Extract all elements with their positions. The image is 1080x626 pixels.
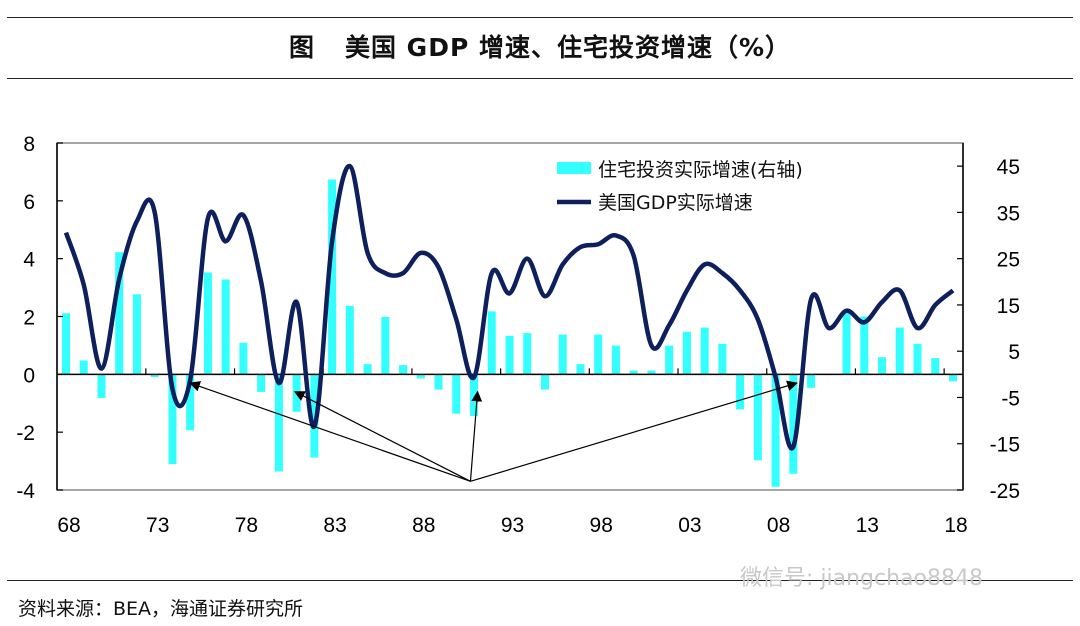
bar-2005 [718, 343, 727, 375]
bar-1980 [274, 374, 283, 472]
x-tick-label: 98 [590, 514, 613, 537]
bar-1996 [558, 334, 567, 375]
bar-1998 [594, 334, 603, 375]
title-text: 美国 GDP 增速、住宅投资增速（%） [344, 33, 792, 62]
left-tick-label: -2 [16, 422, 35, 445]
right-tick-label: 25 [997, 249, 1020, 272]
bar-1972 [132, 294, 141, 375]
x-tick-label: 88 [412, 514, 435, 537]
legend-bar-swatch [557, 162, 591, 174]
top-rule [7, 17, 1073, 18]
plot-frame [56, 142, 964, 491]
bar-2008 [771, 374, 780, 487]
bar-1992 [487, 311, 496, 375]
x-tick-label: 68 [57, 514, 80, 537]
right-tick-label: 45 [997, 156, 1020, 179]
right-tick-label: -15 [990, 434, 1020, 457]
bar-1987 [399, 365, 408, 375]
x-tick-label: 08 [767, 514, 790, 537]
chart-title: 图美国 GDP 增速、住宅投资增速（%） [0, 28, 1080, 64]
x-tick-label: 13 [856, 514, 879, 537]
x-tick-label: 93 [501, 514, 524, 537]
bar-1974 [168, 374, 177, 465]
bar-2002 [665, 345, 674, 375]
gdp-line [63, 163, 955, 451]
annotation-arrow-1980.9 [293, 391, 471, 482]
left-tick-label: 2 [23, 307, 35, 330]
right-tick-label: -25 [990, 480, 1020, 503]
title-bottom-rule [7, 78, 1073, 79]
bar-1969 [79, 360, 88, 375]
bar-1999 [611, 345, 620, 375]
bar-1977 [221, 279, 230, 375]
bar-2006 [736, 374, 745, 410]
legend: 住宅投资实际增速(右轴) 美国GDP实际增速 [557, 159, 803, 214]
footer-rule [7, 580, 1073, 581]
bar-2010 [807, 374, 816, 388]
figure-label: 图 [288, 33, 315, 62]
annotation-arrow-1991.2 [469, 390, 483, 482]
bar-2017 [931, 358, 940, 375]
bar-1976 [203, 272, 212, 375]
right-tick-label: 35 [997, 202, 1020, 225]
bar-1994 [523, 333, 532, 375]
bar-2016 [913, 343, 922, 375]
annotation-arrow-2009.2 [470, 380, 798, 482]
bar-2000 [629, 370, 638, 375]
x-tick-label: 73 [146, 514, 169, 537]
bar-2001 [647, 370, 656, 375]
right-tick-label: 15 [997, 295, 1020, 318]
bar-1986 [381, 316, 390, 375]
left-tick-label: -4 [16, 480, 35, 503]
bar-1993 [505, 335, 514, 375]
bar-1983 [328, 179, 337, 375]
x-tick-label: 03 [678, 514, 701, 537]
bar-2003 [682, 331, 691, 375]
bar-1997 [576, 364, 585, 375]
bar-1982 [310, 374, 319, 458]
bar-2004 [700, 327, 709, 375]
bar-1984 [345, 305, 354, 375]
annotation-arrow-1975 [189, 381, 471, 482]
left-tick-label: 4 [23, 249, 35, 272]
bar-1970 [97, 374, 106, 398]
bar-2007 [753, 374, 762, 461]
legend-bar-label: 住宅投资实际增速(右轴) [598, 159, 803, 181]
bar-2015 [895, 327, 904, 375]
bar-1990 [452, 374, 461, 414]
bar-2013 [860, 316, 869, 375]
bar-2014 [878, 357, 887, 375]
bar-1989 [434, 374, 443, 390]
bar-1973 [150, 374, 159, 378]
left-tick-label: 0 [23, 364, 35, 387]
bar-2018 [949, 374, 957, 382]
source-note: 资料来源：BEA，海通证券研究所 [18, 598, 304, 620]
watermark: 微信号: jiangchao8848 [740, 566, 983, 591]
x-tick-label: 18 [944, 514, 967, 537]
bar-1985 [363, 364, 372, 375]
x-tick-label: 83 [323, 514, 346, 537]
bar-1988 [416, 374, 425, 379]
right-tick-label: -5 [1001, 387, 1020, 410]
left-tick-label: 6 [23, 191, 35, 214]
bar-1971 [115, 252, 124, 375]
bar-1975 [186, 374, 195, 431]
legend-line-label: 美国GDP实际增速 [598, 192, 753, 214]
bar-1995 [540, 374, 549, 390]
right-tick-label: 5 [1008, 341, 1020, 364]
bar-2009 [789, 374, 798, 474]
x-tick-label: 78 [235, 514, 258, 537]
bar-2012 [842, 311, 851, 375]
left-tick-label: 8 [23, 133, 35, 156]
bar-1978 [239, 342, 248, 375]
bar-1979 [257, 374, 266, 392]
bar-1968 [62, 313, 70, 375]
